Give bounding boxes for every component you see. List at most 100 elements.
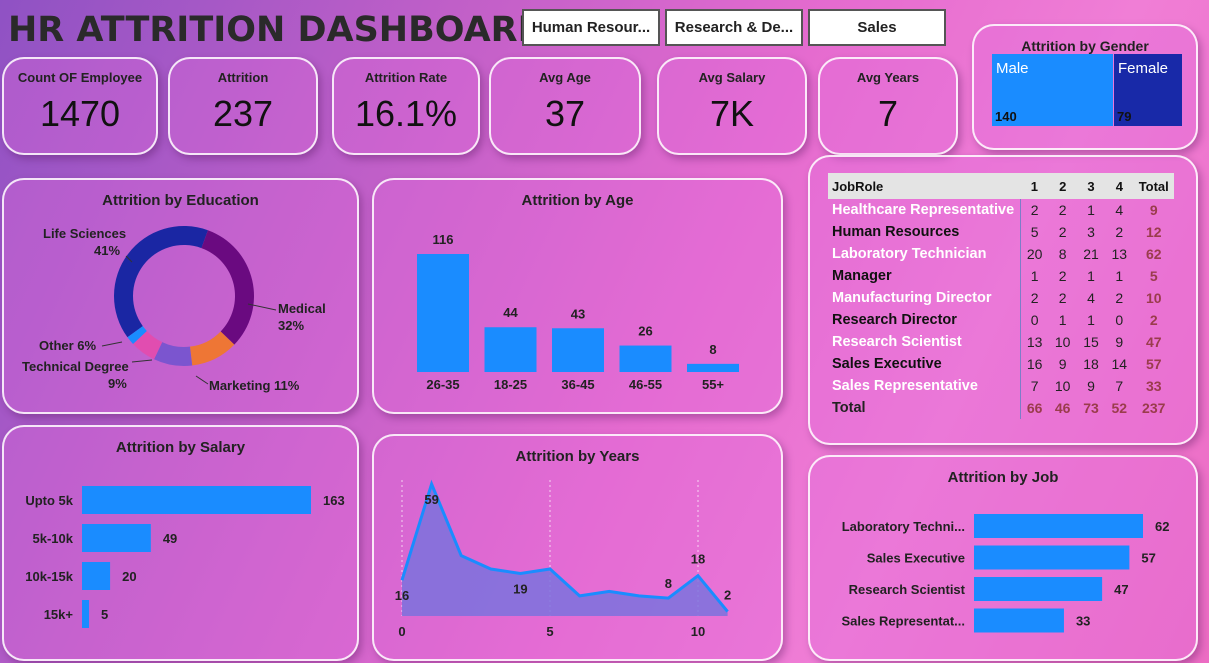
gender-male-tile[interactable]: Male 140: [992, 54, 1113, 126]
total-cell: 10: [1145, 290, 1162, 306]
age-bar[interactable]: [417, 254, 469, 372]
years-point-label: 2: [724, 588, 731, 603]
kpi-value: 7: [877, 93, 899, 134]
donut-slice[interactable]: [201, 230, 255, 345]
job-bar-value: 33: [1076, 614, 1090, 629]
value-cell: 2: [1019, 199, 1049, 221]
kpi-label: Attrition Rate: [364, 70, 448, 85]
value-cell: 73: [1083, 400, 1099, 416]
total-cell: 33: [1145, 378, 1162, 394]
jobrole-table: JobRole 1 2 3 4 Total Healthcare Represe…: [828, 173, 1174, 419]
salary-bar-value: 5: [101, 607, 108, 622]
kpi-label: Avg Years: [856, 70, 920, 85]
header-4[interactable]: 4: [1105, 173, 1134, 199]
table-row[interactable]: Human Resources 5 2 3 2 12: [828, 221, 1174, 243]
donut-slice[interactable]: [113, 225, 208, 338]
leader-line: [247, 303, 277, 311]
value-cell: 8: [1058, 246, 1067, 262]
total-cell: 57: [1145, 356, 1162, 372]
job-bar[interactable]: [974, 545, 1130, 570]
job-bar[interactable]: [974, 514, 1143, 538]
age-category-label: 55+: [702, 377, 724, 392]
slicer-human-resources[interactable]: Human Resour...: [522, 9, 660, 46]
leader-line: [195, 375, 209, 385]
table-row[interactable]: Sales Representative 7 10 9 7 33: [828, 375, 1174, 397]
table-row[interactable]: Manufacturing Director 2 2 4 2 10: [828, 287, 1174, 309]
table-row[interactable]: Manager 1 2 1 1 5: [828, 265, 1174, 287]
value-cell: 2: [1058, 268, 1067, 284]
donut-slice[interactable]: [127, 326, 147, 344]
table-row[interactable]: Healthcare Representative 2 2 1 4 9: [828, 199, 1174, 221]
value-cell: 20: [1019, 243, 1049, 265]
x-tick-label: 0: [398, 624, 405, 639]
value-cell: 4: [1087, 290, 1095, 306]
value-cell: 3: [1087, 224, 1095, 240]
value-cell: 2: [1115, 224, 1124, 240]
salary-panel: Attrition by Salary 163 Upto 5k 49 5k-10k 20…: [2, 425, 359, 661]
education-donut: [113, 225, 255, 366]
jobrole-cell: Total: [832, 400, 866, 416]
salary-bar[interactable]: [82, 524, 151, 552]
education-chart: Life Sciences 41% Medical 32% Marketing …: [22, 225, 326, 393]
leader-line: [131, 359, 153, 363]
total-cell: 62: [1145, 246, 1162, 262]
header-3[interactable]: 3: [1076, 173, 1106, 199]
value-cell: 5: [1019, 221, 1049, 243]
age-bar[interactable]: [552, 328, 604, 372]
kpi-avg-years: Avg Years 7: [818, 57, 958, 155]
years-point-label: 8: [665, 576, 672, 591]
kpi-avg-age: Avg Age 37: [489, 57, 641, 155]
value-cell: 21: [1083, 246, 1099, 262]
age-bar-value: 43: [571, 306, 585, 321]
header-jobrole[interactable]: JobRole: [828, 173, 1021, 199]
job-bar[interactable]: [974, 608, 1064, 633]
donut-slice[interactable]: [133, 330, 163, 360]
salary-bar[interactable]: [82, 600, 90, 628]
gender-title: Attrition by Gender: [1021, 38, 1149, 54]
salary-bar[interactable]: [82, 486, 311, 514]
age-bar-value: 116: [433, 232, 454, 247]
header-1[interactable]: 1: [1020, 173, 1049, 199]
table-row[interactable]: Sales Executive 16 9 18 14 57: [828, 353, 1174, 375]
value-cell: 13: [1019, 331, 1049, 353]
donut-slice[interactable]: [189, 331, 235, 366]
age-chart: 116 26-35 44 18-25 43 36-45 26 46-55 8 55+: [417, 232, 739, 392]
value-cell: 1: [1087, 312, 1095, 328]
age-bar[interactable]: [619, 345, 672, 372]
years-panel: Attrition by Years 0 5 10 16 59 19 8 18 2: [372, 434, 783, 661]
table-row[interactable]: Research Scientist 13 10 15 9 47: [828, 331, 1174, 353]
value-cell: 4: [1115, 202, 1124, 218]
table-row[interactable]: Laboratory Technician 20 8 21 13 62: [828, 243, 1174, 265]
header-2[interactable]: 2: [1048, 173, 1077, 199]
slicer-sales[interactable]: Sales: [808, 9, 946, 46]
salary-bar-value: 20: [122, 569, 136, 584]
job-category-label: Research Scientist: [849, 582, 966, 597]
jobrole-cell: Manufacturing Director: [832, 290, 992, 306]
x-tick-label: 10: [691, 624, 705, 639]
years-line[interactable]: [400, 479, 729, 613]
kpi-label: Avg Salary: [698, 70, 766, 85]
age-bar[interactable]: [687, 363, 739, 372]
age-category-label: 18-25: [494, 377, 527, 392]
gender-male-label: Male: [996, 60, 1029, 77]
gender-female-value: 79: [1117, 109, 1132, 124]
salary-bar[interactable]: [82, 562, 111, 590]
years-chart: 0 5 10 16 59 19 8 18 2: [395, 479, 731, 639]
table-total-row[interactable]: Total 66 46 73 52 237: [828, 397, 1174, 419]
leader-line: [101, 341, 123, 347]
total-cell: 2: [1149, 312, 1158, 328]
slicer-research-development[interactable]: Research & De...: [665, 9, 803, 46]
value-cell: 9: [1087, 378, 1095, 394]
jobrole-cell: Sales Representative: [832, 378, 978, 394]
value-cell: 1: [1087, 268, 1095, 284]
job-bar[interactable]: [974, 577, 1103, 601]
gender-female-tile[interactable]: Female 79: [1114, 54, 1182, 126]
table-row[interactable]: Research Director 0 1 1 0 2: [828, 309, 1174, 331]
donut-slice[interactable]: [154, 342, 193, 366]
total-cell: 9: [1149, 202, 1158, 218]
value-cell: 16: [1019, 353, 1049, 375]
years-title: Attrition by Years: [515, 448, 640, 465]
table-header-row: JobRole 1 2 3 4 Total: [828, 173, 1174, 199]
age-bar[interactable]: [484, 327, 537, 372]
header-total[interactable]: Total: [1133, 173, 1174, 199]
